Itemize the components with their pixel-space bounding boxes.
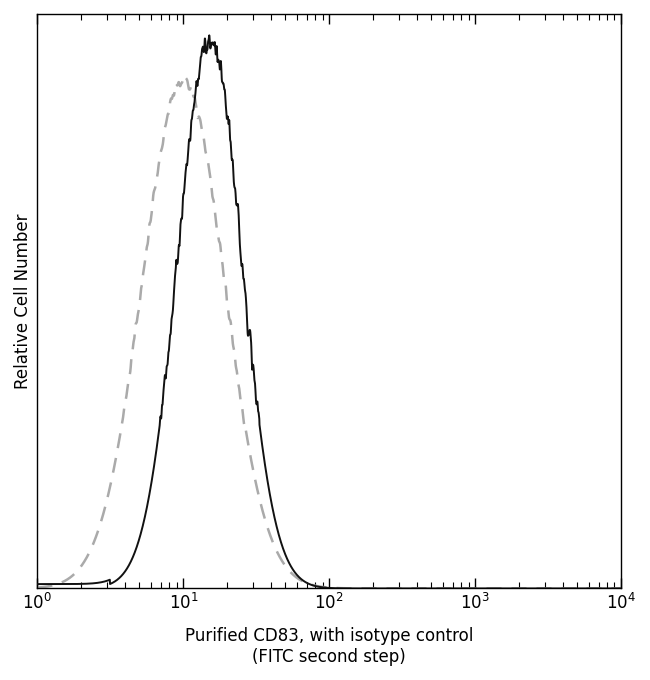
Y-axis label: Relative Cell Number: Relative Cell Number (14, 214, 32, 389)
X-axis label: Purified CD83, with isotype control
(FITC second step): Purified CD83, with isotype control (FIT… (185, 628, 473, 666)
